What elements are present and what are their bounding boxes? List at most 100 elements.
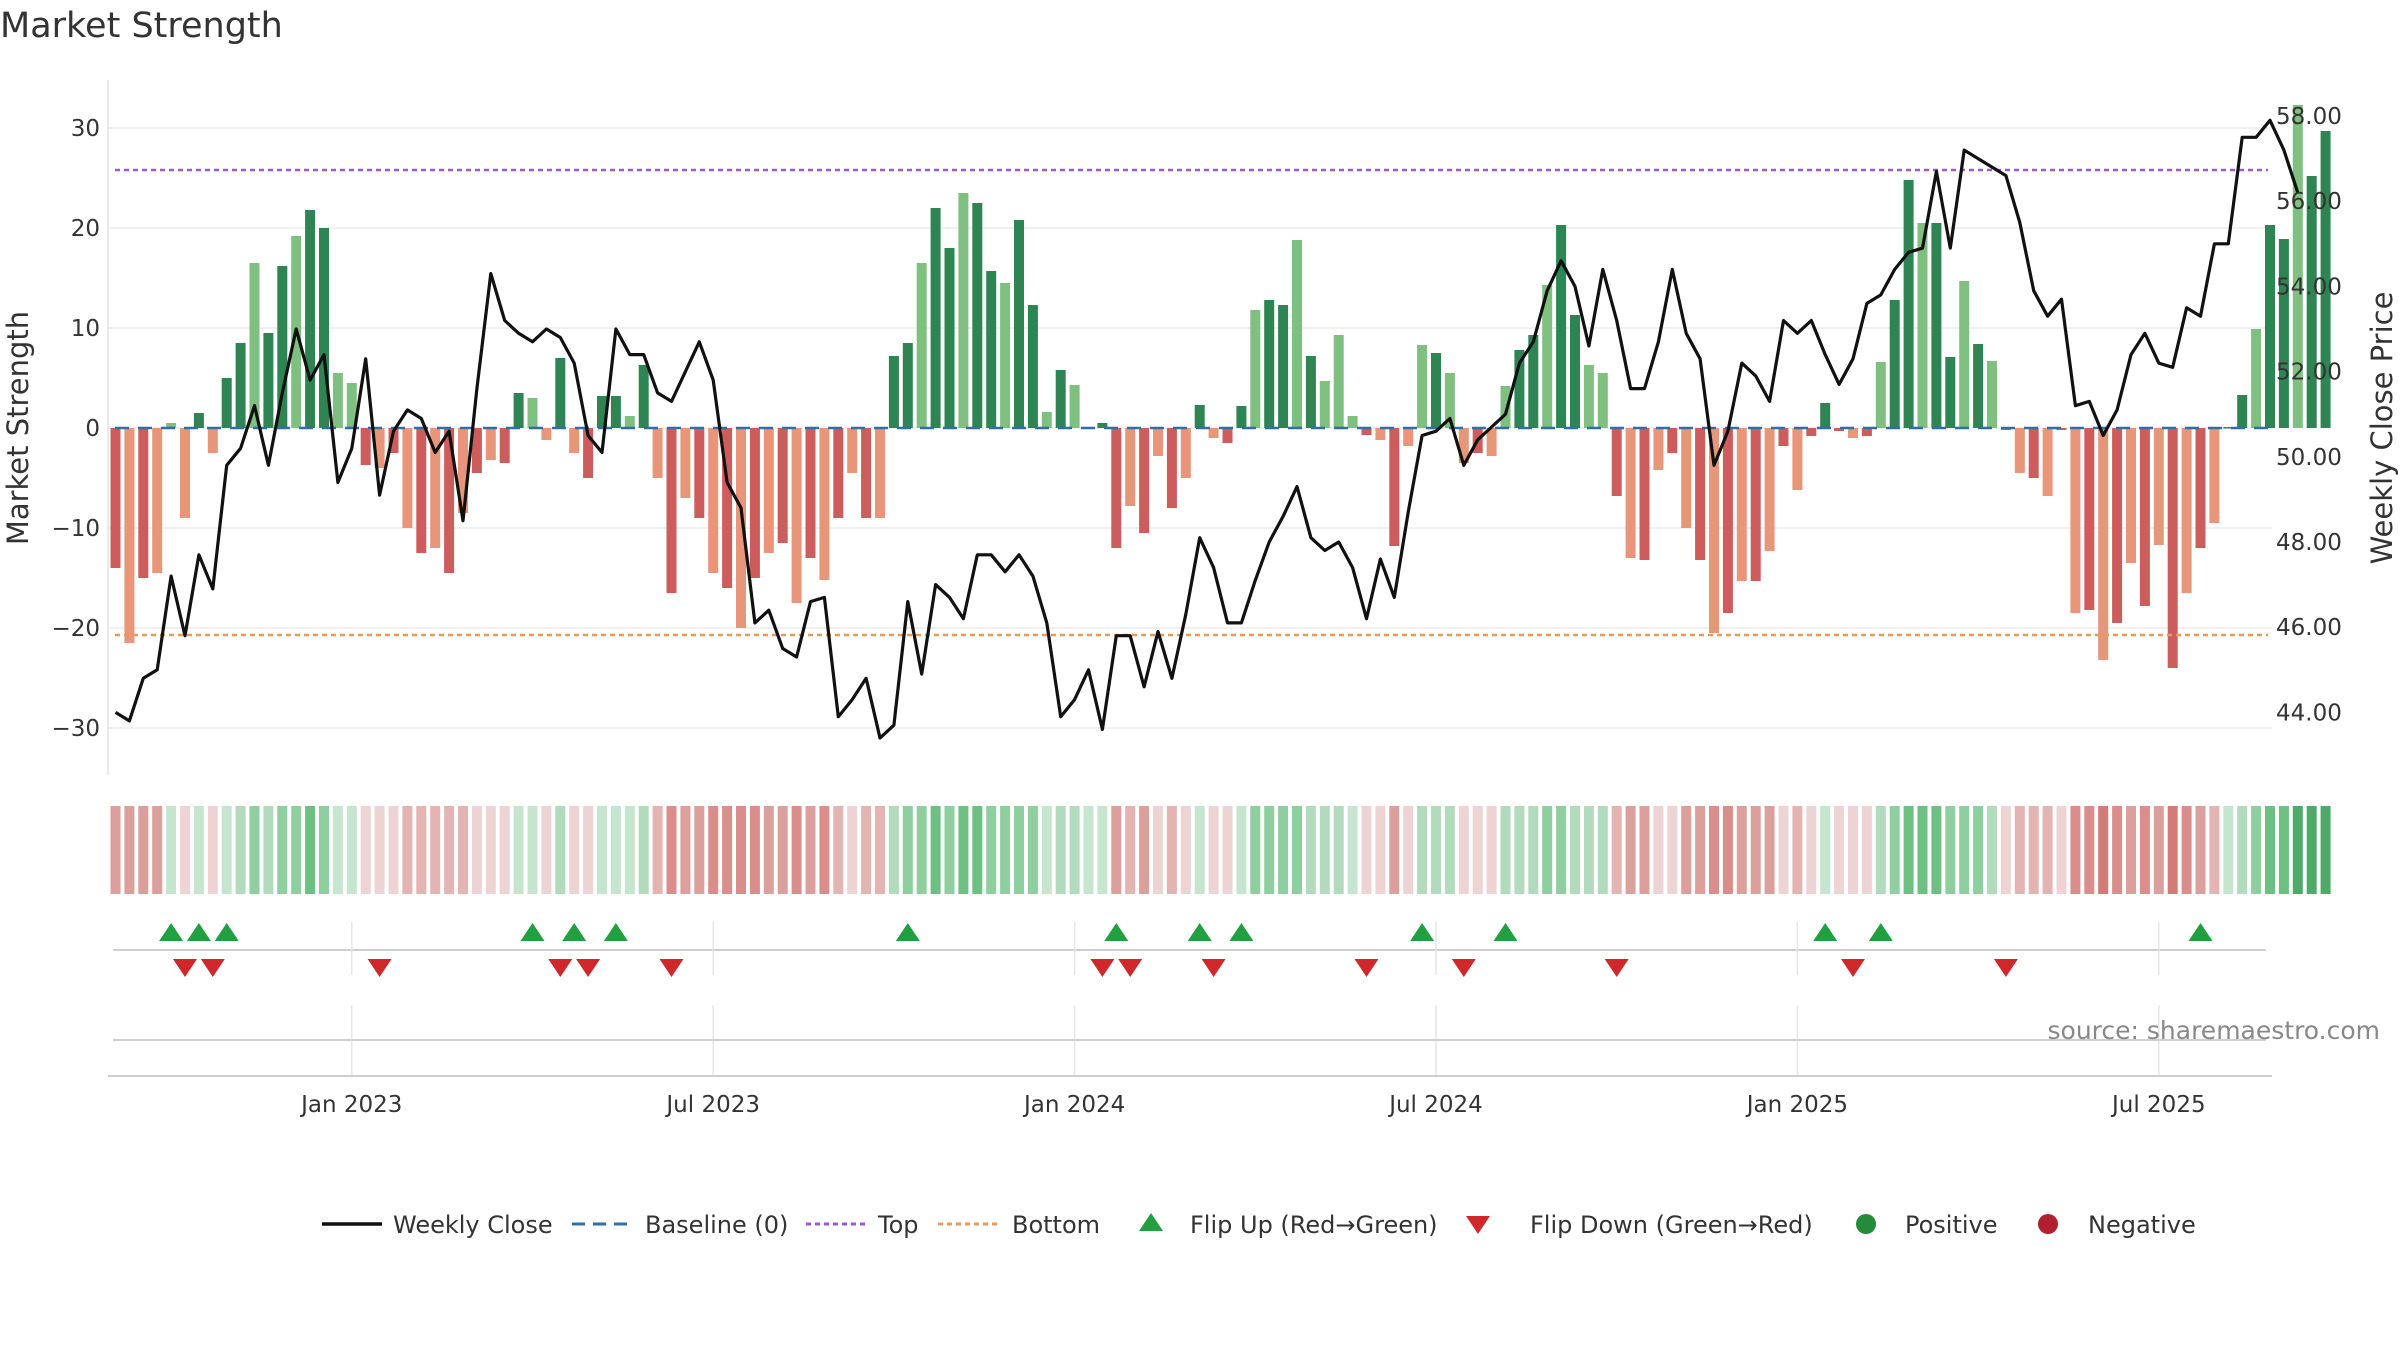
strip-cell bbox=[2306, 806, 2317, 894]
strip-cell bbox=[416, 806, 427, 894]
strip-cell bbox=[1987, 806, 1997, 894]
strip-cell bbox=[2181, 806, 2192, 894]
strength-bar bbox=[402, 428, 413, 528]
strength-bar bbox=[2042, 428, 2053, 496]
y-right-tick-label: 46.00 bbox=[2276, 615, 2342, 641]
flip-up-marker bbox=[1410, 923, 1435, 941]
strip-cell bbox=[972, 806, 983, 894]
legend-baseline-label: Baseline (0) bbox=[645, 1211, 788, 1239]
x-tick-label: Jan 2023 bbox=[299, 1092, 402, 1118]
y-right-tick-label: 58.00 bbox=[2276, 104, 2342, 130]
strip-cell bbox=[402, 806, 413, 894]
legend-positive-dot bbox=[1856, 1214, 1876, 1234]
strength-bar bbox=[1305, 356, 1316, 428]
strip-cell bbox=[1264, 806, 1275, 894]
strength-bar bbox=[1444, 373, 1455, 428]
strip-cell bbox=[875, 806, 885, 894]
strength-bars bbox=[110, 105, 2331, 668]
strength-bar bbox=[360, 428, 371, 465]
strip-cell bbox=[1653, 806, 1664, 894]
chart-title: Market Strength bbox=[0, 6, 283, 46]
strength-bar bbox=[1236, 406, 1247, 428]
strip-cell bbox=[1139, 806, 1150, 894]
strength-bar bbox=[541, 428, 552, 440]
strip-cell bbox=[1764, 806, 1775, 894]
strength-bar bbox=[1264, 300, 1275, 428]
strip-cell bbox=[1319, 806, 1330, 894]
strip-cell bbox=[277, 806, 288, 894]
strip-cell bbox=[2098, 806, 2109, 894]
x-tick-label: Jul 2023 bbox=[664, 1092, 760, 1118]
strip-cell bbox=[1444, 806, 1455, 894]
y-left-tick-label: 10 bbox=[71, 316, 100, 342]
strip-cell bbox=[2056, 806, 2067, 894]
legend-weekly-close-label: Weekly Close bbox=[393, 1211, 553, 1239]
strip-cell bbox=[1027, 806, 1038, 894]
strength-bar bbox=[2237, 395, 2248, 428]
strength-bar bbox=[1333, 335, 1344, 428]
flip-up-marker bbox=[1813, 923, 1838, 941]
strength-bar bbox=[1375, 428, 1386, 440]
strength-bar bbox=[930, 208, 941, 428]
strength-bar bbox=[152, 428, 163, 573]
strength-bar bbox=[1653, 428, 1664, 470]
strip-cell bbox=[763, 806, 774, 894]
strip-cell bbox=[652, 806, 663, 894]
strength-bar bbox=[1139, 428, 1150, 533]
strip-cell bbox=[1778, 806, 1789, 894]
strength-bar bbox=[2167, 428, 2178, 668]
strip-cell bbox=[541, 806, 552, 894]
strength-bar bbox=[972, 203, 983, 428]
strength-bar bbox=[1973, 344, 1984, 428]
strip-cell bbox=[1973, 806, 1984, 894]
strength-bar bbox=[1820, 403, 1831, 428]
strength-bar bbox=[569, 428, 580, 453]
strip-cell bbox=[1458, 806, 1469, 894]
strength-bar bbox=[875, 428, 885, 518]
flip-up-marker bbox=[562, 923, 587, 941]
y-left-tick-label: −30 bbox=[51, 716, 100, 742]
strip-cell bbox=[555, 806, 566, 894]
strip-cell bbox=[1611, 806, 1622, 894]
strength-bar bbox=[1111, 428, 1122, 548]
strip-cell bbox=[1292, 806, 1302, 894]
strength-bar bbox=[1875, 362, 1886, 428]
strip-cell bbox=[680, 806, 691, 894]
strength-bar bbox=[416, 428, 427, 553]
strength-bar bbox=[2056, 428, 2067, 430]
strip-cell bbox=[819, 806, 830, 894]
strength-bar bbox=[680, 428, 691, 498]
strip-cell bbox=[638, 806, 649, 894]
strip-cell bbox=[2278, 806, 2289, 894]
y-right-tick-label: 54.00 bbox=[2276, 274, 2342, 300]
strength-bar bbox=[124, 428, 135, 643]
flip-down-marker bbox=[576, 959, 601, 977]
legend-flip-up-icon bbox=[1139, 1213, 1163, 1231]
strength-bar bbox=[374, 428, 385, 468]
legend-flip-down-icon bbox=[1466, 1216, 1490, 1234]
strip-cell bbox=[1153, 806, 1163, 894]
strength-bar bbox=[1500, 386, 1511, 428]
strip-cell bbox=[1125, 806, 1136, 894]
strength-bar bbox=[444, 428, 455, 573]
strip-cell bbox=[1861, 806, 1872, 894]
strength-bar bbox=[2209, 428, 2220, 523]
strip-cell bbox=[958, 806, 969, 894]
strip-cell bbox=[1917, 806, 1928, 894]
strength-bar bbox=[2195, 428, 2206, 548]
strength-bar bbox=[722, 428, 733, 588]
strip-cell bbox=[624, 806, 635, 894]
strength-bar bbox=[319, 228, 329, 428]
strength-bar bbox=[555, 358, 566, 428]
strength-bar bbox=[1931, 223, 1942, 428]
strip-cell bbox=[1194, 806, 1205, 894]
flip-up-marker bbox=[1868, 923, 1893, 941]
strip-cell bbox=[2320, 806, 2331, 894]
strength-bar bbox=[1041, 412, 1052, 428]
strip-cell bbox=[1583, 806, 1594, 894]
strength-bar bbox=[513, 393, 524, 428]
strip-cell bbox=[110, 806, 121, 894]
strength-bar bbox=[1778, 428, 1789, 446]
strength-bar bbox=[1361, 428, 1372, 435]
flip-down-marker bbox=[1118, 959, 1143, 977]
